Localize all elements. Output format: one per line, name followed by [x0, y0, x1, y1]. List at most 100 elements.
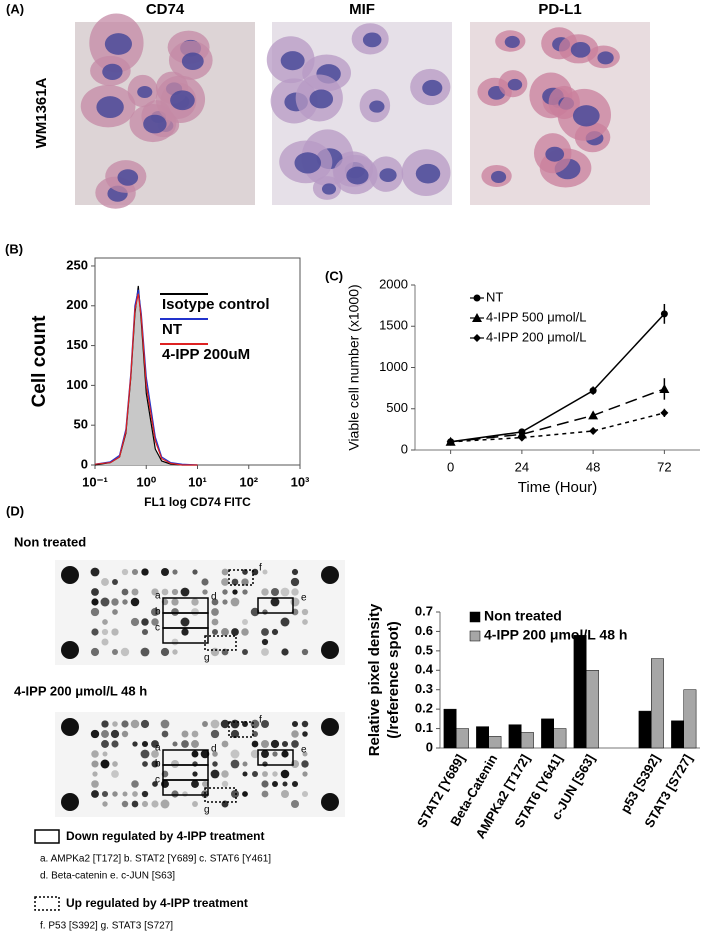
- spot: [91, 598, 99, 606]
- legend-label: 4-IPP 200 μmol/L: [486, 329, 586, 344]
- spot-letter: d: [211, 592, 217, 603]
- spot: [160, 567, 170, 577]
- spot: [161, 780, 169, 788]
- spot: [270, 587, 280, 597]
- spot: [121, 720, 129, 728]
- nucleus: [294, 152, 322, 174]
- nucleus: [170, 90, 195, 111]
- spot: [171, 608, 179, 616]
- spot: [92, 771, 98, 777]
- spot: [221, 770, 229, 778]
- y-tick-label: 0.7: [415, 603, 433, 618]
- spot: [262, 771, 268, 777]
- spot: [242, 649, 248, 655]
- spot: [121, 800, 129, 808]
- spot: [112, 721, 118, 727]
- spot: [181, 628, 189, 636]
- spot: [291, 588, 299, 596]
- spot: [200, 749, 210, 759]
- spot: [151, 618, 159, 626]
- spot: [122, 791, 128, 797]
- spot: [182, 791, 188, 797]
- spot: [211, 628, 219, 636]
- spot: [230, 749, 240, 759]
- highlight-box: [204, 635, 237, 651]
- bar: [671, 720, 685, 749]
- highlight-box: [228, 569, 254, 586]
- spot: [221, 628, 229, 636]
- marker: [588, 410, 599, 420]
- spot: [120, 647, 130, 657]
- spot: [261, 638, 269, 646]
- spot: [191, 598, 199, 606]
- bar: [638, 710, 652, 749]
- x-tick-label: 24: [515, 459, 529, 474]
- spot: [280, 789, 290, 799]
- spot: [181, 740, 189, 748]
- spot: [171, 588, 179, 596]
- nucleus: [490, 170, 507, 184]
- spot: [151, 800, 159, 808]
- spot: [210, 719, 220, 729]
- spot: [140, 719, 150, 729]
- spot-letter: b: [155, 607, 161, 618]
- spot: [222, 599, 228, 605]
- legend-label: Non treated: [484, 608, 562, 624]
- bar: [683, 689, 697, 749]
- spot: [152, 781, 158, 787]
- nucleus: [545, 146, 565, 162]
- legend-item: d. Beta-catenin e. c-JUN [S63]: [40, 871, 175, 882]
- spot: [221, 740, 229, 748]
- x-axis-label: FL1 log CD74 FITC: [144, 495, 251, 509]
- spot: [241, 628, 249, 636]
- x-axis-label: Time (Hour): [518, 479, 597, 496]
- y-tick-label: 250: [66, 257, 88, 272]
- bar: [573, 635, 587, 749]
- spot: [172, 741, 178, 747]
- spot: [242, 761, 248, 767]
- spot: [181, 730, 189, 738]
- spot: [131, 780, 139, 788]
- spot-letter: f: [259, 563, 262, 574]
- spot: [290, 759, 300, 769]
- y-tick-label: 0: [81, 456, 88, 471]
- spot: [280, 769, 290, 779]
- legend-item: a. AMPKa2 [T172] b. STAT2 [Y689] c. STAT…: [40, 854, 271, 865]
- spot: [202, 721, 208, 727]
- spot: [301, 720, 309, 728]
- spot: [171, 790, 179, 798]
- spot: [112, 609, 118, 615]
- nucleus: [504, 35, 520, 49]
- x-tick-label: 10⁰: [136, 474, 156, 489]
- spot: [290, 597, 300, 607]
- highlight-box: [204, 787, 237, 803]
- spot: [151, 608, 159, 616]
- panel-label: (B): [5, 241, 23, 256]
- spot: [130, 597, 140, 607]
- spot: [192, 801, 198, 807]
- spot: [101, 720, 109, 728]
- spot: [61, 793, 79, 811]
- nucleus: [181, 52, 204, 71]
- spot: [172, 649, 178, 655]
- spot: [191, 608, 199, 616]
- spot: [141, 628, 149, 636]
- nucleus: [570, 41, 591, 58]
- highlight-box: [257, 749, 294, 766]
- spot: [180, 587, 190, 597]
- spot: [291, 568, 299, 576]
- spot: [61, 566, 79, 584]
- spot: [261, 648, 269, 656]
- legend-item: f. P53 [S392] g. STAT3 [S727]: [40, 921, 173, 932]
- spot: [291, 720, 299, 728]
- spot: [191, 740, 199, 748]
- nucleus: [362, 32, 382, 48]
- marker: [659, 383, 670, 393]
- spot: [101, 740, 109, 748]
- spot: [151, 760, 159, 768]
- legend-swatch: [469, 630, 481, 642]
- spot: [301, 790, 309, 798]
- spot: [302, 771, 308, 777]
- spot: [100, 597, 110, 607]
